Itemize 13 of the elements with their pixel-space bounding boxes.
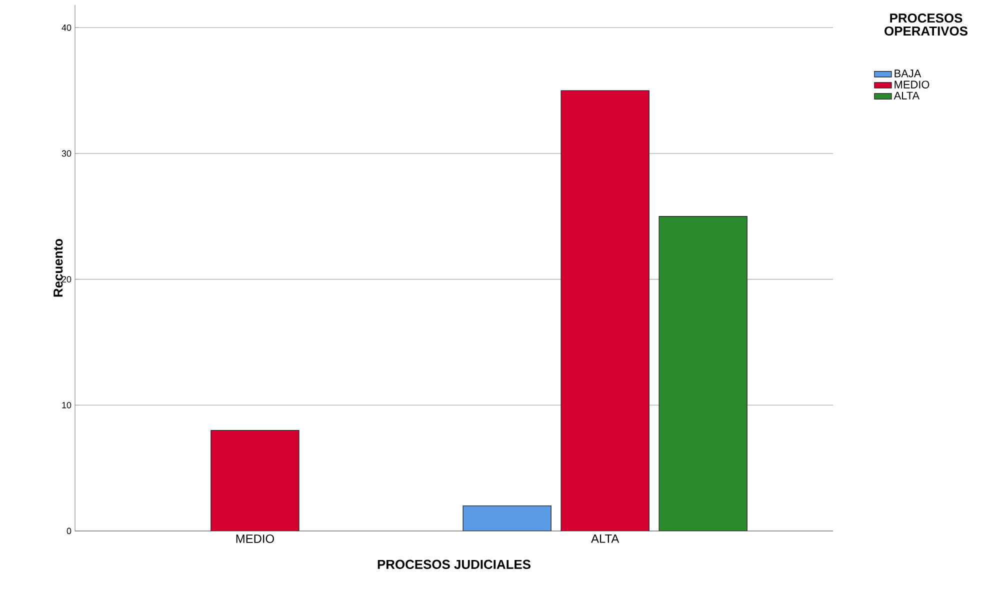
- bar: [560, 90, 650, 531]
- y-tick-label: 20: [62, 276, 72, 282]
- legend-label: BAJA: [894, 70, 922, 78]
- bar: [210, 430, 300, 531]
- legend-label: ALTA: [894, 92, 920, 100]
- y-tick-label: 0: [66, 528, 72, 534]
- legend-label: MEDIO: [894, 80, 930, 88]
- legend-title: PROCESOS OPERATIVOS: [884, 14, 968, 36]
- y-tick-label: 40: [62, 24, 72, 31]
- y-tick-label: 30: [62, 150, 72, 157]
- y-axis-title: Recuento: [54, 238, 63, 297]
- y-tick-label: 10: [62, 402, 72, 408]
- x-axis-title: PROCESOS JUDICIALES: [378, 560, 530, 569]
